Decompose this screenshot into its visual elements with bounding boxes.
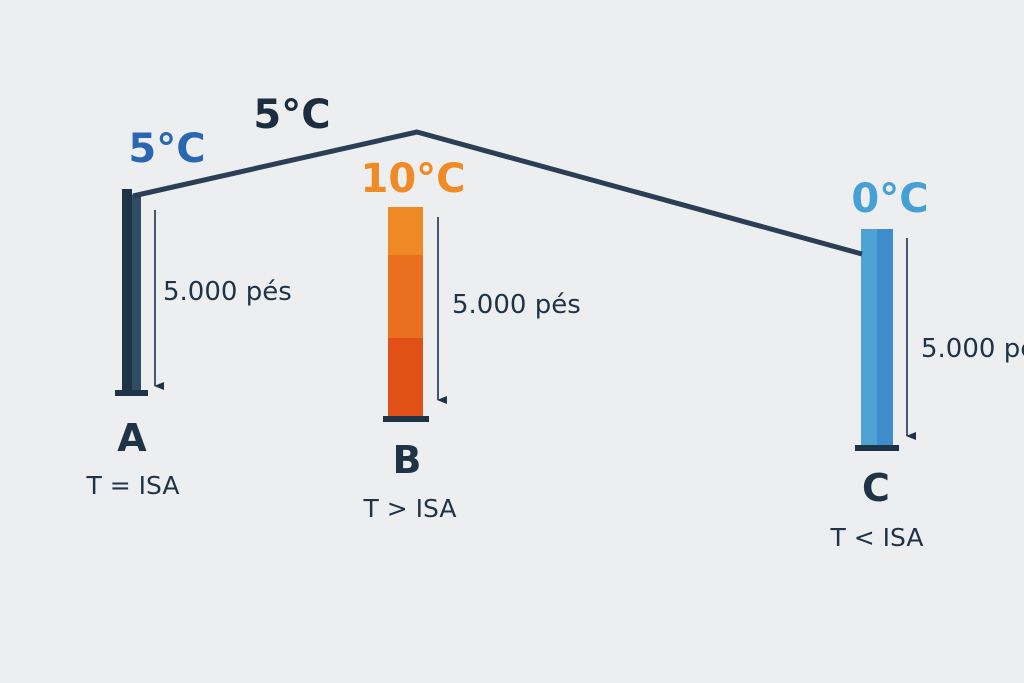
column-a-id: A	[117, 416, 147, 460]
column-b-id: B	[393, 438, 422, 482]
column-b-height-label: 5.000 pés	[452, 290, 581, 320]
column-a	[115, 189, 148, 396]
column-c-condition: T < ISA	[830, 523, 924, 552]
column-b	[383, 207, 429, 422]
pressure-level-line	[132, 129, 863, 257]
column-c	[855, 229, 899, 451]
column-a-left	[122, 189, 132, 393]
column-c-id: C	[862, 466, 890, 510]
column-a-height-label: 5.000 pés	[163, 277, 292, 307]
column-b-band-middle	[388, 255, 423, 338]
column-b-temperature: 10°C	[360, 156, 465, 202]
column-a-condition: T = ISA	[86, 471, 180, 500]
column-b-band-top	[388, 207, 423, 255]
column-b-base	[383, 416, 429, 422]
column-a-base	[115, 390, 148, 396]
column-c-base	[855, 445, 899, 451]
column-a-right	[132, 195, 141, 393]
column-c-left	[861, 229, 877, 446]
column-b-band-bottom	[388, 338, 423, 418]
column-c-right	[877, 229, 893, 446]
top-temperature-label: 5°C	[253, 92, 330, 138]
column-c-temperature: 0°C	[851, 176, 928, 222]
column-b-condition: T > ISA	[363, 494, 457, 523]
column-a-temperature: 5°C	[128, 126, 205, 172]
column-c-height-label: 5.000 pés	[921, 334, 1024, 364]
